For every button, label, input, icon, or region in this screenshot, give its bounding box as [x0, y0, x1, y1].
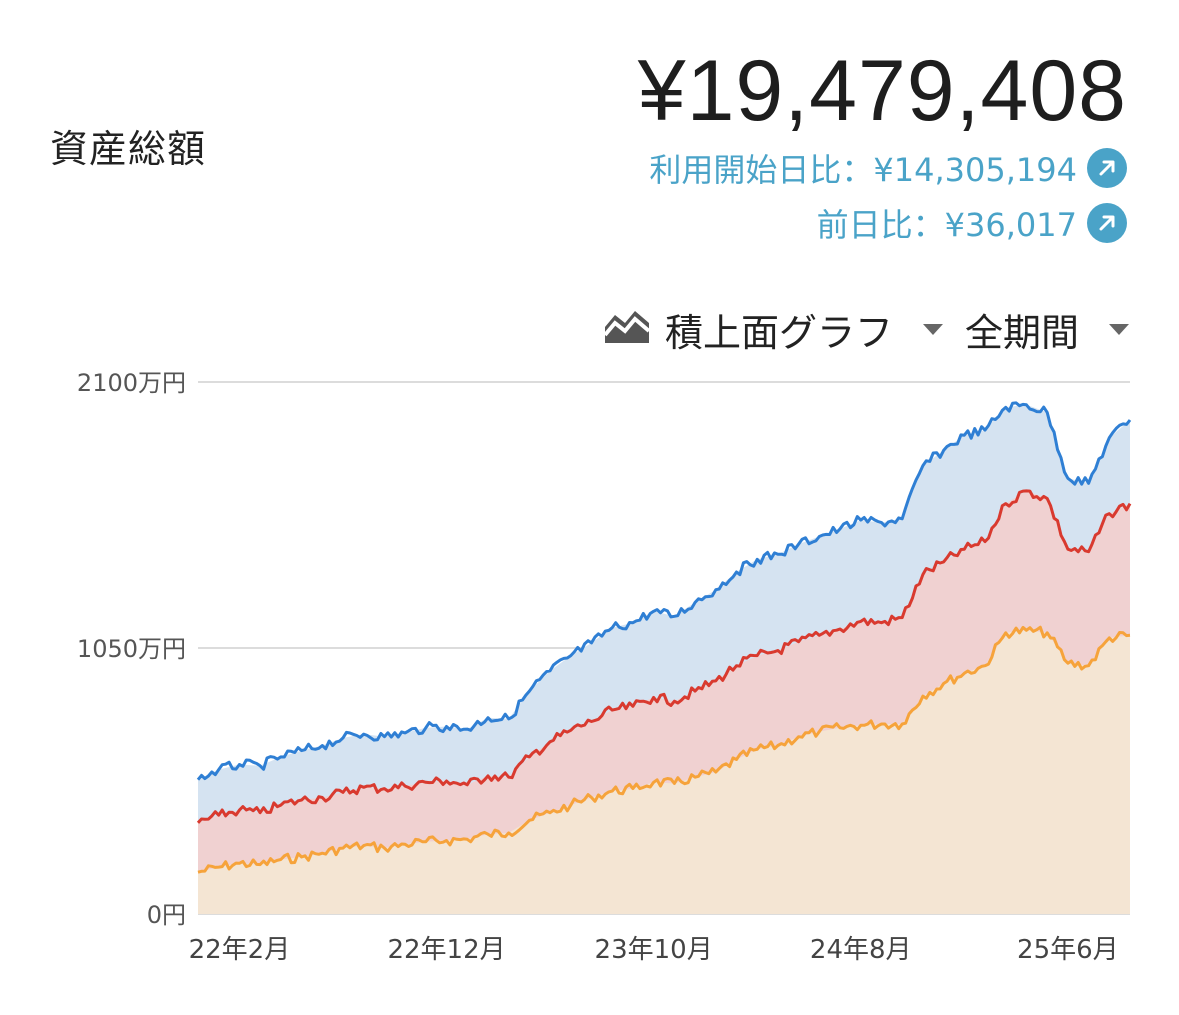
caret-down-icon — [922, 324, 943, 335]
y-tick-label: 1050万円 — [77, 635, 186, 663]
x-tick-label: 22年2月 — [189, 935, 291, 965]
total-assets-value: ¥19,479,408 — [637, 43, 1127, 139]
chart-controls: 積上面グラフ 全期間 — [603, 302, 1129, 357]
graph-type-label: 積上面グラフ — [664, 311, 893, 355]
diff-since-start-label: 利用開始日比：¥14,305,194 — [649, 151, 1077, 189]
series-area-series_low — [198, 630, 1130, 914]
x-tick-label: 24年8月 — [810, 935, 912, 965]
page-title: 資産総額 — [50, 127, 207, 171]
area-chart-icon — [603, 305, 651, 354]
caret-down-icon — [1109, 324, 1129, 335]
stacked-area-chart: 0円 1050万円 2100万円 22年2月 22年12月 23年10月 24年8月 25年6… — [77, 369, 1132, 965]
y-tick-label: 0円 — [147, 901, 186, 929]
y-tick-label: 2100万円 — [77, 369, 186, 397]
diff-since-start-row[interactable]: 利用開始日比：¥14,305,194 — [649, 145, 1127, 191]
series-line-series_mid — [196, 489, 1132, 824]
x-tick-label: 22年12月 — [387, 935, 505, 965]
diff-prev-day-label: 前日比：¥36,017 — [816, 206, 1077, 244]
diff-prev-day-row[interactable]: 前日比：¥36,017 — [817, 200, 1127, 246]
period-dropdown[interactable]: 全期間 — [965, 302, 1129, 357]
x-tick-label: 23年10月 — [595, 935, 713, 965]
period-label: 全期間 — [964, 311, 1079, 355]
arrow-up-right-icon — [1087, 148, 1127, 188]
x-tick-label: 25年6月 — [1017, 935, 1119, 965]
series-line-series_top — [196, 401, 1132, 781]
series-line-series_low — [197, 625, 1131, 874]
arrow-up-right-icon — [1087, 203, 1127, 243]
graph-type-dropdown[interactable]: 積上面グラフ — [603, 302, 943, 357]
